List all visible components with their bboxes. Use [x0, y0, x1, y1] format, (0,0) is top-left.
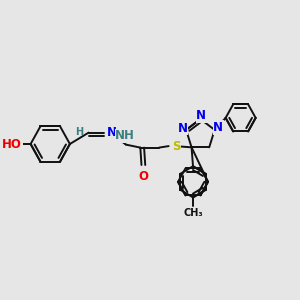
Text: S: S [172, 140, 181, 153]
Text: NH: NH [115, 129, 135, 142]
Text: N: N [106, 126, 117, 139]
Text: O: O [139, 169, 148, 182]
Text: HO: HO [2, 137, 22, 151]
Text: N: N [196, 109, 206, 122]
Text: H: H [75, 127, 83, 137]
Text: N: N [178, 122, 188, 135]
Text: N: N [213, 121, 223, 134]
Text: CH₃: CH₃ [183, 208, 203, 218]
